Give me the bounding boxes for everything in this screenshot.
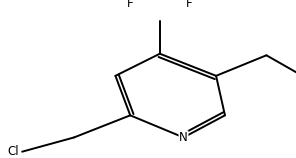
Text: Cl: Cl: [8, 145, 19, 158]
Text: F: F: [127, 0, 133, 10]
Text: N: N: [179, 131, 188, 144]
Text: F: F: [186, 0, 193, 10]
